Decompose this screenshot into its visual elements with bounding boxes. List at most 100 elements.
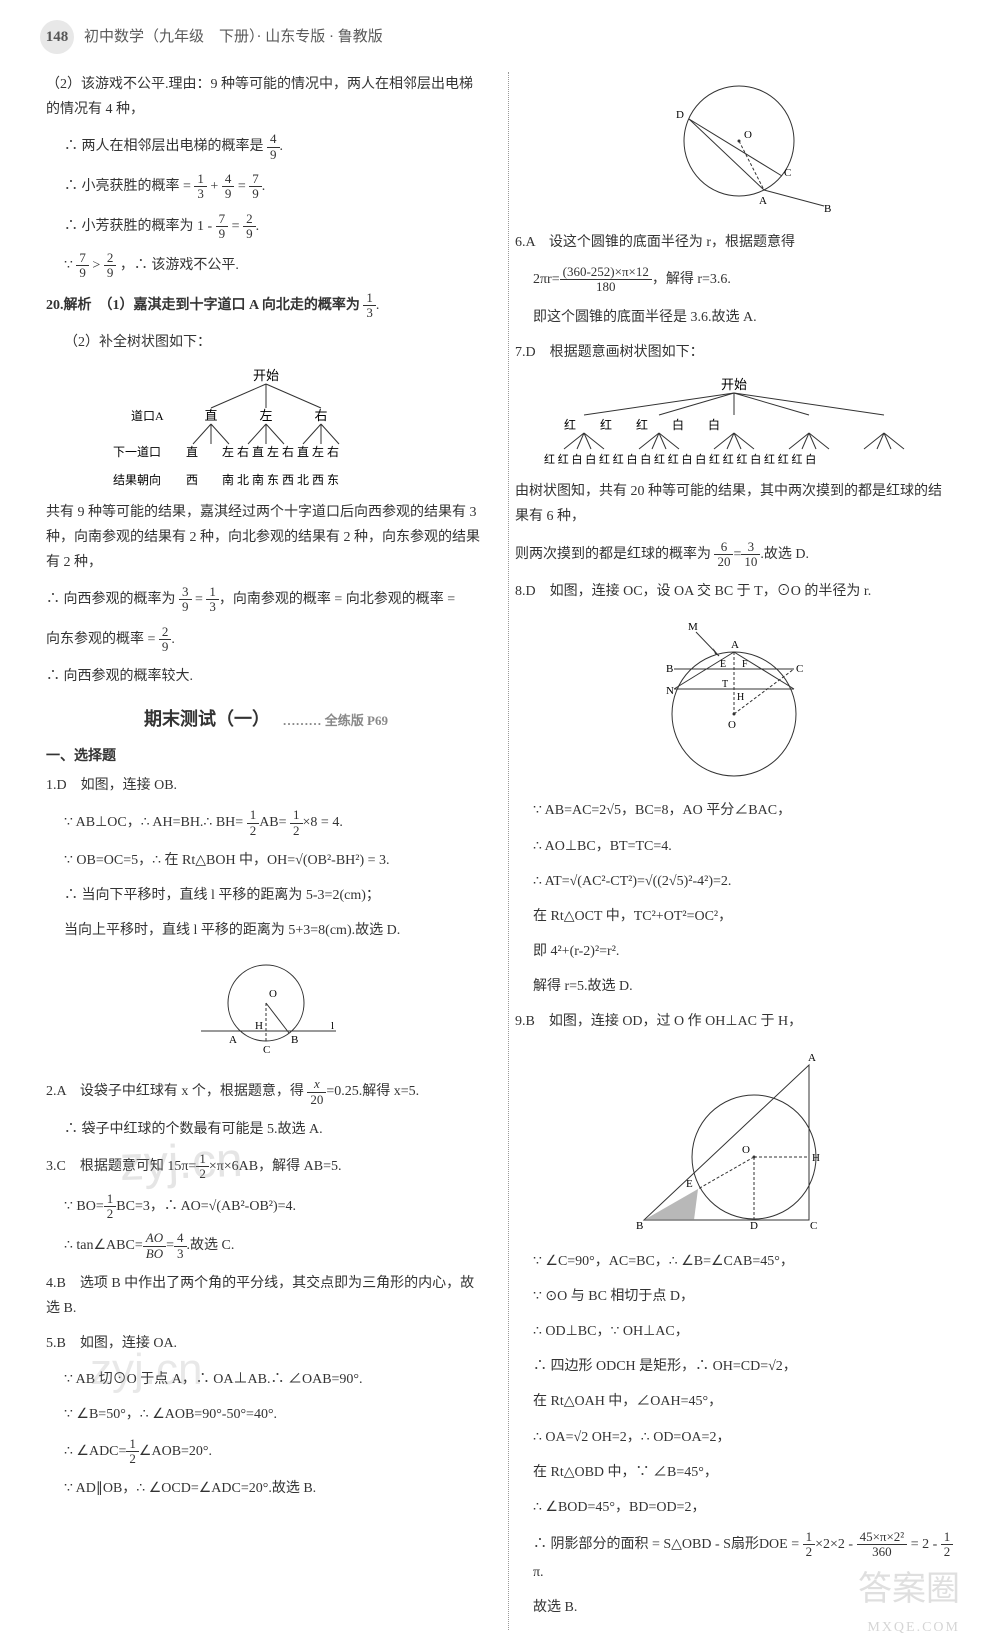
svg-text:开始: 开始 xyxy=(721,377,747,392)
svg-text:结果朝向: 结果朝向 xyxy=(113,472,161,487)
text: ∵ xyxy=(64,258,76,273)
para: 在 Rt△OCT 中，TC²+OT²=OC²， xyxy=(515,904,954,929)
para: ∴ OD⊥BC，∵ OH⊥AC， xyxy=(515,1319,954,1344)
text: = xyxy=(733,547,741,562)
para: 当向上平移时，直线 l 平移的距离为 5+3=8(cm).故选 D. xyxy=(46,918,486,943)
svg-text:H: H xyxy=(812,1152,820,1164)
text: ×2×2 - xyxy=(815,1537,856,1552)
text: ∴ tan∠ABC= xyxy=(64,1238,143,1253)
svg-text:A: A xyxy=(731,639,739,651)
circle-diagram-q5: O D C A B xyxy=(634,76,834,226)
tree-diagram-2: 开始 红 红 红 白 白 红 红 白 白 红 红 白 白 红 红 白 白 红 红… xyxy=(524,375,944,475)
svg-text:A: A xyxy=(229,1034,237,1046)
fraction: 49 xyxy=(267,132,280,162)
para: 向东参观的概率 = 29. xyxy=(46,625,486,655)
para: 即 4²+(r-2)²=r². xyxy=(515,939,954,964)
svg-text:O: O xyxy=(744,129,752,141)
para: 5.B 如图，连接 OA. xyxy=(46,1331,486,1356)
para: 则两次摸到的都是红球的概率为 620=310.故选 D. xyxy=(515,540,954,570)
para: 2.A 设袋子中红球有 x 个，根据题意，得 x20=0.25.解得 x=5. xyxy=(46,1077,486,1107)
page-header: 148 初中数学（九年级 下册）· 山东专版 · 鲁教版 xyxy=(40,20,960,54)
text: ，解得 r=3.6. xyxy=(652,272,731,287)
para: ∴ tan∠ABC=AOBO=43.故选 C. xyxy=(46,1231,486,1261)
svg-text:红 红 红 白 白: 红 红 红 白 白 xyxy=(564,417,720,432)
text: 20.解析 （1）嘉淇走到十字道口 A 向北走的概率为 xyxy=(46,298,363,313)
text: ∴ 向西参观的概率为 xyxy=(46,592,179,607)
text: . xyxy=(262,179,266,194)
text: ，∴ 该游戏不公平. xyxy=(116,258,239,273)
text: ，向南参观的概率 = 向北参观的概率 = xyxy=(219,592,455,607)
para: ∴ 向西参观的概率为 39 = 13，向南参观的概率 = 向北参观的概率 = xyxy=(46,585,486,615)
para: ∴ 两人在相邻层出电梯的概率是 49. xyxy=(46,132,486,162)
svg-text:西 南 北 南 东 西 北 西 东: 西 南 北 南 东 西 北 西 东 xyxy=(186,472,339,487)
text: 3.C 根据题意可知 15π= xyxy=(46,1159,196,1174)
para: ∴ 当向下平移时，直线 l 平移的距离为 5-3=2(cm)； xyxy=(46,883,486,908)
text: = xyxy=(228,219,243,234)
text: 则两次摸到的都是红球的概率为 xyxy=(515,547,715,562)
para: ∴ 小芳获胜的概率为 1 - 79 = 29. xyxy=(46,212,486,242)
svg-text:红 红 白 白 红 红 白 白 红 红 白 白 红 红 红: 红 红 白 白 红 红 白 白 红 红 白 白 红 红 红 白 红 红 红 白 xyxy=(544,452,816,466)
section-title: 期末测试（一） ……… 全练版 P69 xyxy=(46,703,486,735)
svg-text:O: O xyxy=(728,719,736,731)
text: ∵ AB⊥OC，∴ AH=BH.∴ BH= xyxy=(64,815,247,830)
para: ∵ ⊙O 与 BC 相切于点 D， xyxy=(515,1284,954,1309)
text: ∴ 小芳获胜的概率为 1 - xyxy=(64,219,216,234)
para: ∴ AO⊥BC，BT=TC=4. xyxy=(515,834,954,859)
text: 2.A 设袋子中红球有 x 个，根据题意，得 xyxy=(46,1084,307,1099)
para: 7.D 根据题意画树状图如下： xyxy=(515,340,954,365)
para: 即这个圆锥的底面半径是 3.6.故选 A. xyxy=(515,305,954,330)
para: 6.A 设这个圆锥的底面半径为 r，根据题意得 xyxy=(515,230,954,255)
text: 期末测试（一） xyxy=(144,709,270,729)
svg-text:直 左 右 直 左 右 直 左 右: 直 左 右 直 左 右 直 左 右 xyxy=(186,444,339,459)
svg-text:下一道口: 下一道口 xyxy=(113,445,161,459)
para: ∴ 袋子中红球的个数最有可能是 5.故选 A. xyxy=(46,1117,486,1142)
svg-text:O: O xyxy=(269,988,277,1000)
svg-text:C: C xyxy=(810,1220,817,1232)
text: . xyxy=(256,219,260,234)
para: ∴ ∠ADC=12∠AOB=20°. xyxy=(46,1437,486,1467)
svg-text:开始: 开始 xyxy=(253,368,279,383)
para: 3.C 根据题意可知 15π=12×π×6AB，解得 AB=5. xyxy=(46,1152,486,1182)
para: 共有 9 种等可能的结果，嘉淇经过两个十字道口后向西参观的结果有 3 种，向南参… xyxy=(46,500,486,576)
text: ∵ BO= xyxy=(64,1199,104,1214)
para: 8.D 如图，连接 OC，设 OA 交 BC 于 T，⊙O 的半径为 r. xyxy=(515,579,954,604)
para: ∵ ∠B=50°，∴ ∠AOB=90°-50°=40°. xyxy=(46,1402,486,1427)
para: 故选 B. xyxy=(515,1595,954,1620)
svg-text:T: T xyxy=(722,679,728,690)
text: BC=3，∴ AO=√(AB²-OB²)=4. xyxy=(116,1199,296,1214)
svg-text:道口A: 道口A xyxy=(131,409,164,423)
text: . xyxy=(280,139,284,154)
para: ∵ AD∥OB，∴ ∠OCD=∠ADC=20°.故选 B. xyxy=(46,1476,486,1501)
svg-text:E: E xyxy=(720,659,726,670)
para: ∵ OB=OC=5，∴ 在 Rt△BOH 中，OH=√(OB²-BH²) = 3… xyxy=(46,848,486,873)
svg-text:B: B xyxy=(636,1220,643,1232)
para: ∵ AB=AC=2√5，BC=8，AO 平分∠BAC， xyxy=(515,798,954,823)
svg-text:D: D xyxy=(750,1220,758,1232)
text: π. xyxy=(533,1565,544,1580)
para: ∵ AB⊥OC，∴ AH=BH.∴ BH= 12AB= 12×8 = 4. xyxy=(46,808,486,838)
text: .故选 D. xyxy=(760,547,809,562)
para: ∴ ∠BOD=45°，BD=OD=2， xyxy=(515,1495,954,1520)
text: = xyxy=(192,592,207,607)
para: ∴ 小亮获胜的概率 = 13 + 49 = 79. xyxy=(46,172,486,202)
para: 2πr=(360-252)×π×12180，解得 r=3.6. xyxy=(515,265,954,295)
svg-text:B: B xyxy=(666,663,673,675)
text: = 2 - xyxy=(907,1537,941,1552)
svg-text:C: C xyxy=(263,1044,270,1056)
para: ∵ 79 > 29 ，∴ 该游戏不公平. xyxy=(46,251,486,281)
para: （2）该游戏不公平.理由：9 种等可能的情况中，两人在相邻层出电梯的情况有 4 … xyxy=(46,72,486,122)
text: ∴ 小亮获胜的概率 = xyxy=(64,179,194,194)
para: 解得 r=5.故选 D. xyxy=(515,974,954,999)
svg-text:B: B xyxy=(291,1034,298,1046)
svg-text:B: B xyxy=(824,203,831,215)
circle-diagram-q8: M A BC N EF T H O xyxy=(624,614,844,794)
text: =0.25.解得 x=5. xyxy=(326,1084,419,1099)
svg-text:F: F xyxy=(742,659,748,670)
page-title: 初中数学（九年级 下册）· 山东专版 · 鲁教版 xyxy=(84,24,383,51)
para: ∴ 向西参观的概率较大. xyxy=(46,664,486,689)
svg-text:H: H xyxy=(255,1020,263,1032)
circle-diagram-q1: O A H B l C xyxy=(191,953,341,1073)
para: 1.D 如图，连接 OB. xyxy=(46,773,486,798)
svg-text:右: 右 xyxy=(314,408,327,423)
text: AB= xyxy=(259,815,290,830)
